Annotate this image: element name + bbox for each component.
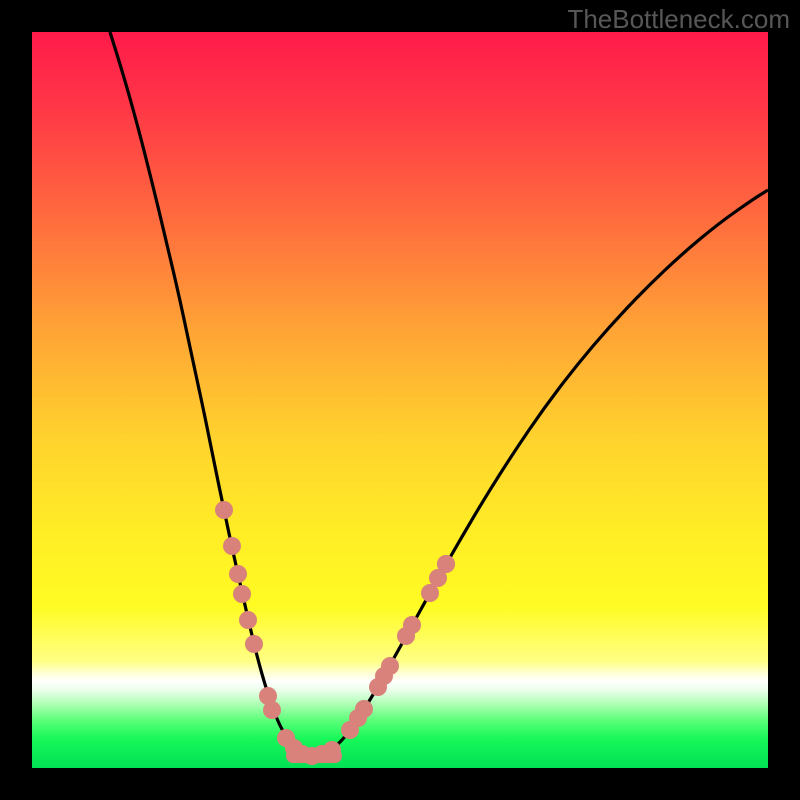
plot-area — [32, 32, 768, 768]
data-marker — [263, 701, 281, 719]
data-marker — [233, 585, 251, 603]
data-marker — [229, 565, 247, 583]
bottom-bar — [286, 749, 342, 763]
data-marker — [381, 657, 399, 675]
data-marker — [355, 700, 373, 718]
data-marker — [223, 537, 241, 555]
data-marker — [239, 611, 257, 629]
chart-container: TheBottleneck.com — [0, 0, 800, 800]
data-marker — [403, 616, 421, 634]
chart-svg — [32, 32, 768, 768]
watermark-text: TheBottleneck.com — [567, 4, 790, 35]
data-marker — [215, 501, 233, 519]
data-marker — [437, 555, 455, 573]
data-marker — [245, 635, 263, 653]
